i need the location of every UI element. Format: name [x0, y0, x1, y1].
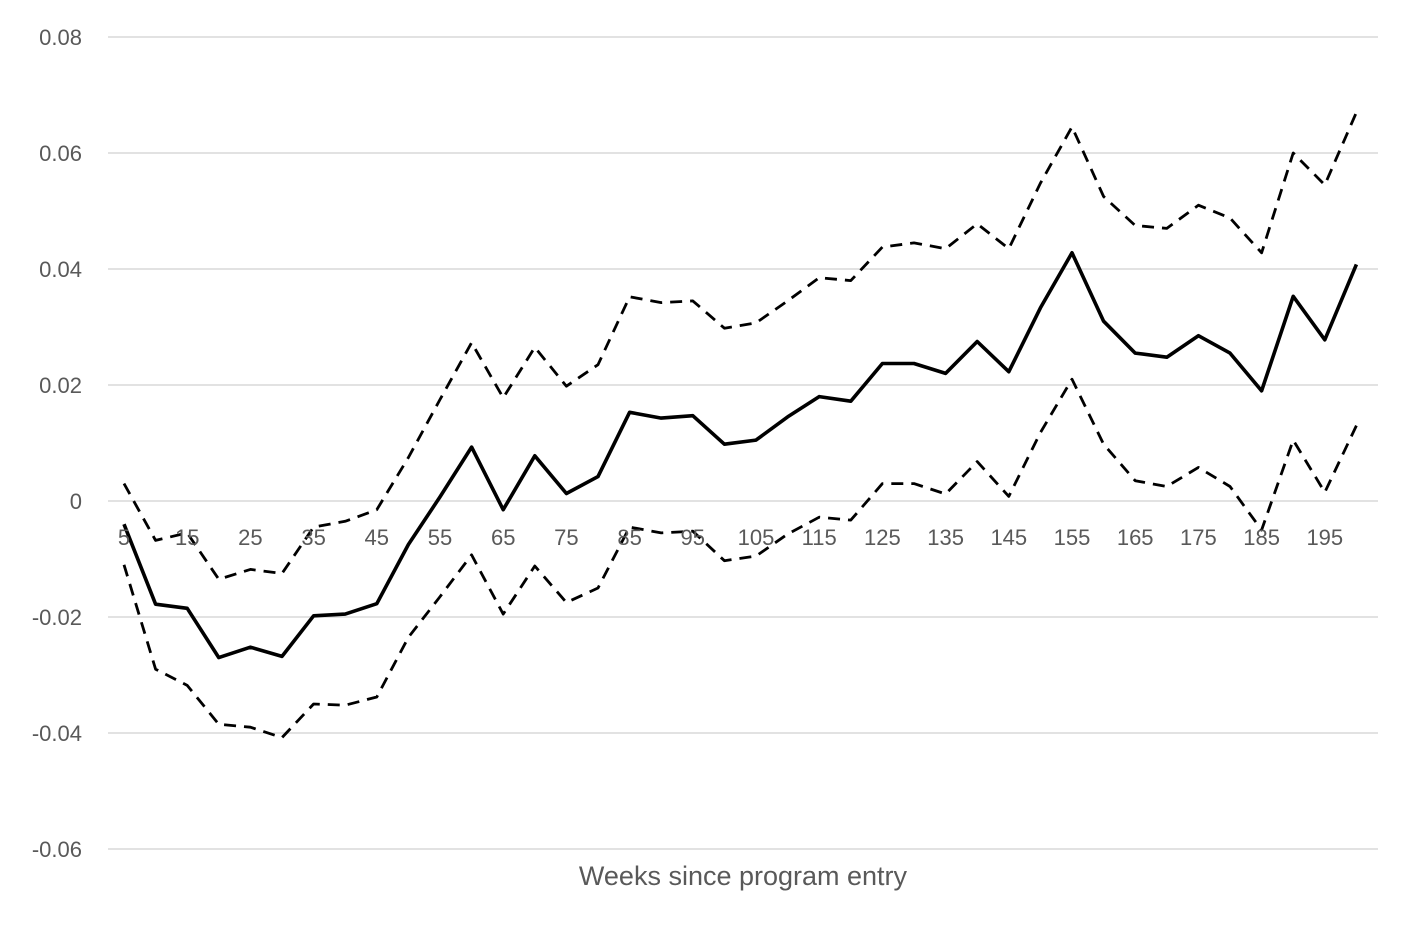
y-tick-label: 0 — [70, 489, 82, 514]
x-tick-label: 155 — [1054, 525, 1091, 550]
x-tick-label: 165 — [1117, 525, 1154, 550]
x-tick-label: 95 — [681, 525, 705, 550]
y-axis-tick-labels: 0.08 0.06 0.04 0.02 0 -0.02 -0.04 -0.06 — [32, 25, 82, 862]
x-tick-label: 85 — [617, 525, 641, 550]
y-tick-label: 0.08 — [39, 25, 82, 50]
x-tick-label: 25 — [238, 525, 262, 550]
x-axis-tick-labels: 5 15 25 35 45 55 65 75 85 95 105 115 125 135 145 155 165… — [118, 525, 1343, 550]
y-tick-label: 0.06 — [39, 141, 82, 166]
y-tick-label: 0.04 — [39, 257, 82, 282]
x-tick-label: 65 — [491, 525, 515, 550]
lower-ci-line — [122, 377, 1358, 739]
x-tick-label: 135 — [927, 525, 964, 550]
y-tick-label: 0.02 — [39, 373, 82, 398]
x-tick-label: 15 — [175, 525, 199, 550]
x-tick-label: 185 — [1243, 525, 1280, 550]
x-tick-label: 75 — [554, 525, 578, 550]
x-tick-label: 175 — [1180, 525, 1217, 550]
x-tick-label: 115 — [802, 525, 837, 550]
y-tick-label: -0.06 — [32, 837, 82, 862]
x-tick-label: 45 — [365, 525, 389, 550]
x-tick-label: 105 — [738, 525, 775, 550]
x-axis-title: Weeks since program entry — [579, 861, 908, 891]
x-tick-label: 145 — [990, 525, 1027, 550]
series-lines — [122, 111, 1359, 739]
x-tick-label: 195 — [1306, 525, 1343, 550]
upper-ci-line — [122, 111, 1358, 581]
x-tick-label: 125 — [864, 525, 901, 550]
y-tick-label: -0.04 — [32, 721, 82, 746]
estimate-line — [122, 251, 1359, 660]
y-tick-label: -0.02 — [32, 605, 82, 630]
x-tick-label: 5 — [118, 525, 130, 550]
x-tick-label: 35 — [301, 525, 325, 550]
x-tick-label: 55 — [428, 525, 452, 550]
